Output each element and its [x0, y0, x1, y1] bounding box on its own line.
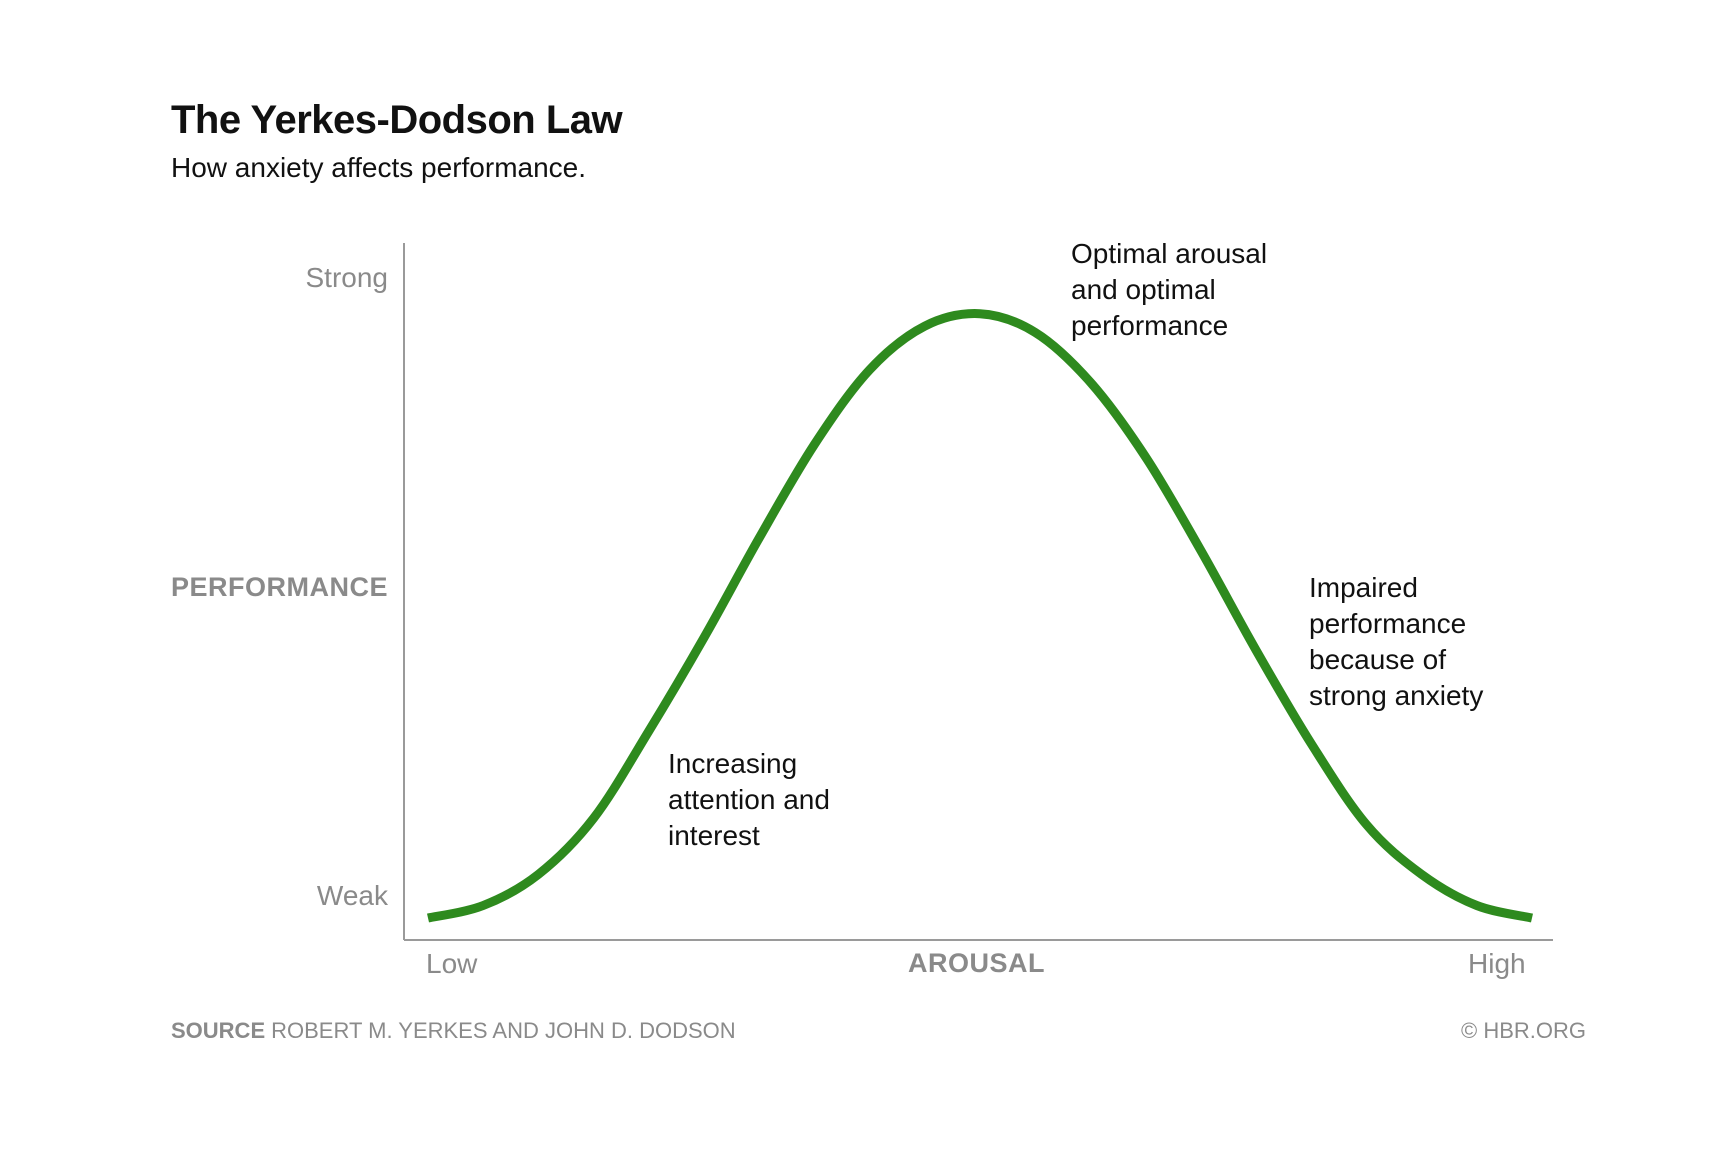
- annotation-optimal: Optimal arousal and optimal performance: [1071, 238, 1268, 341]
- series-line-0: [427, 309, 1533, 923]
- copyright: © HBR.ORG: [1461, 1018, 1586, 1043]
- annotation-impaired: Impaired performance because of strong a…: [1309, 572, 1484, 711]
- source-label: SOURCE: [171, 1018, 266, 1043]
- y-tick-label-weak: Weak: [316, 880, 388, 911]
- x-tick-label-low: Low: [426, 948, 478, 979]
- source-text: ROBERT M. YERKES AND JOHN D. DODSON: [271, 1018, 736, 1043]
- x-tick-label-high: High: [1468, 948, 1526, 979]
- source-note: SOURCE ROBERT M. YERKES AND JOHN D. DODSO…: [171, 1018, 736, 1044]
- chart-title: The Yerkes-Dodson Law: [171, 98, 623, 142]
- y-tick-label-strong: Strong: [305, 262, 389, 293]
- x-axis-title: AROUSAL: [908, 948, 1045, 978]
- y-axis-title: PERFORMANCE: [170, 572, 388, 602]
- annotation-increasing: Increasing attention and interest: [668, 748, 830, 851]
- chart-subtitle: How anxiety affects performance.: [171, 152, 587, 183]
